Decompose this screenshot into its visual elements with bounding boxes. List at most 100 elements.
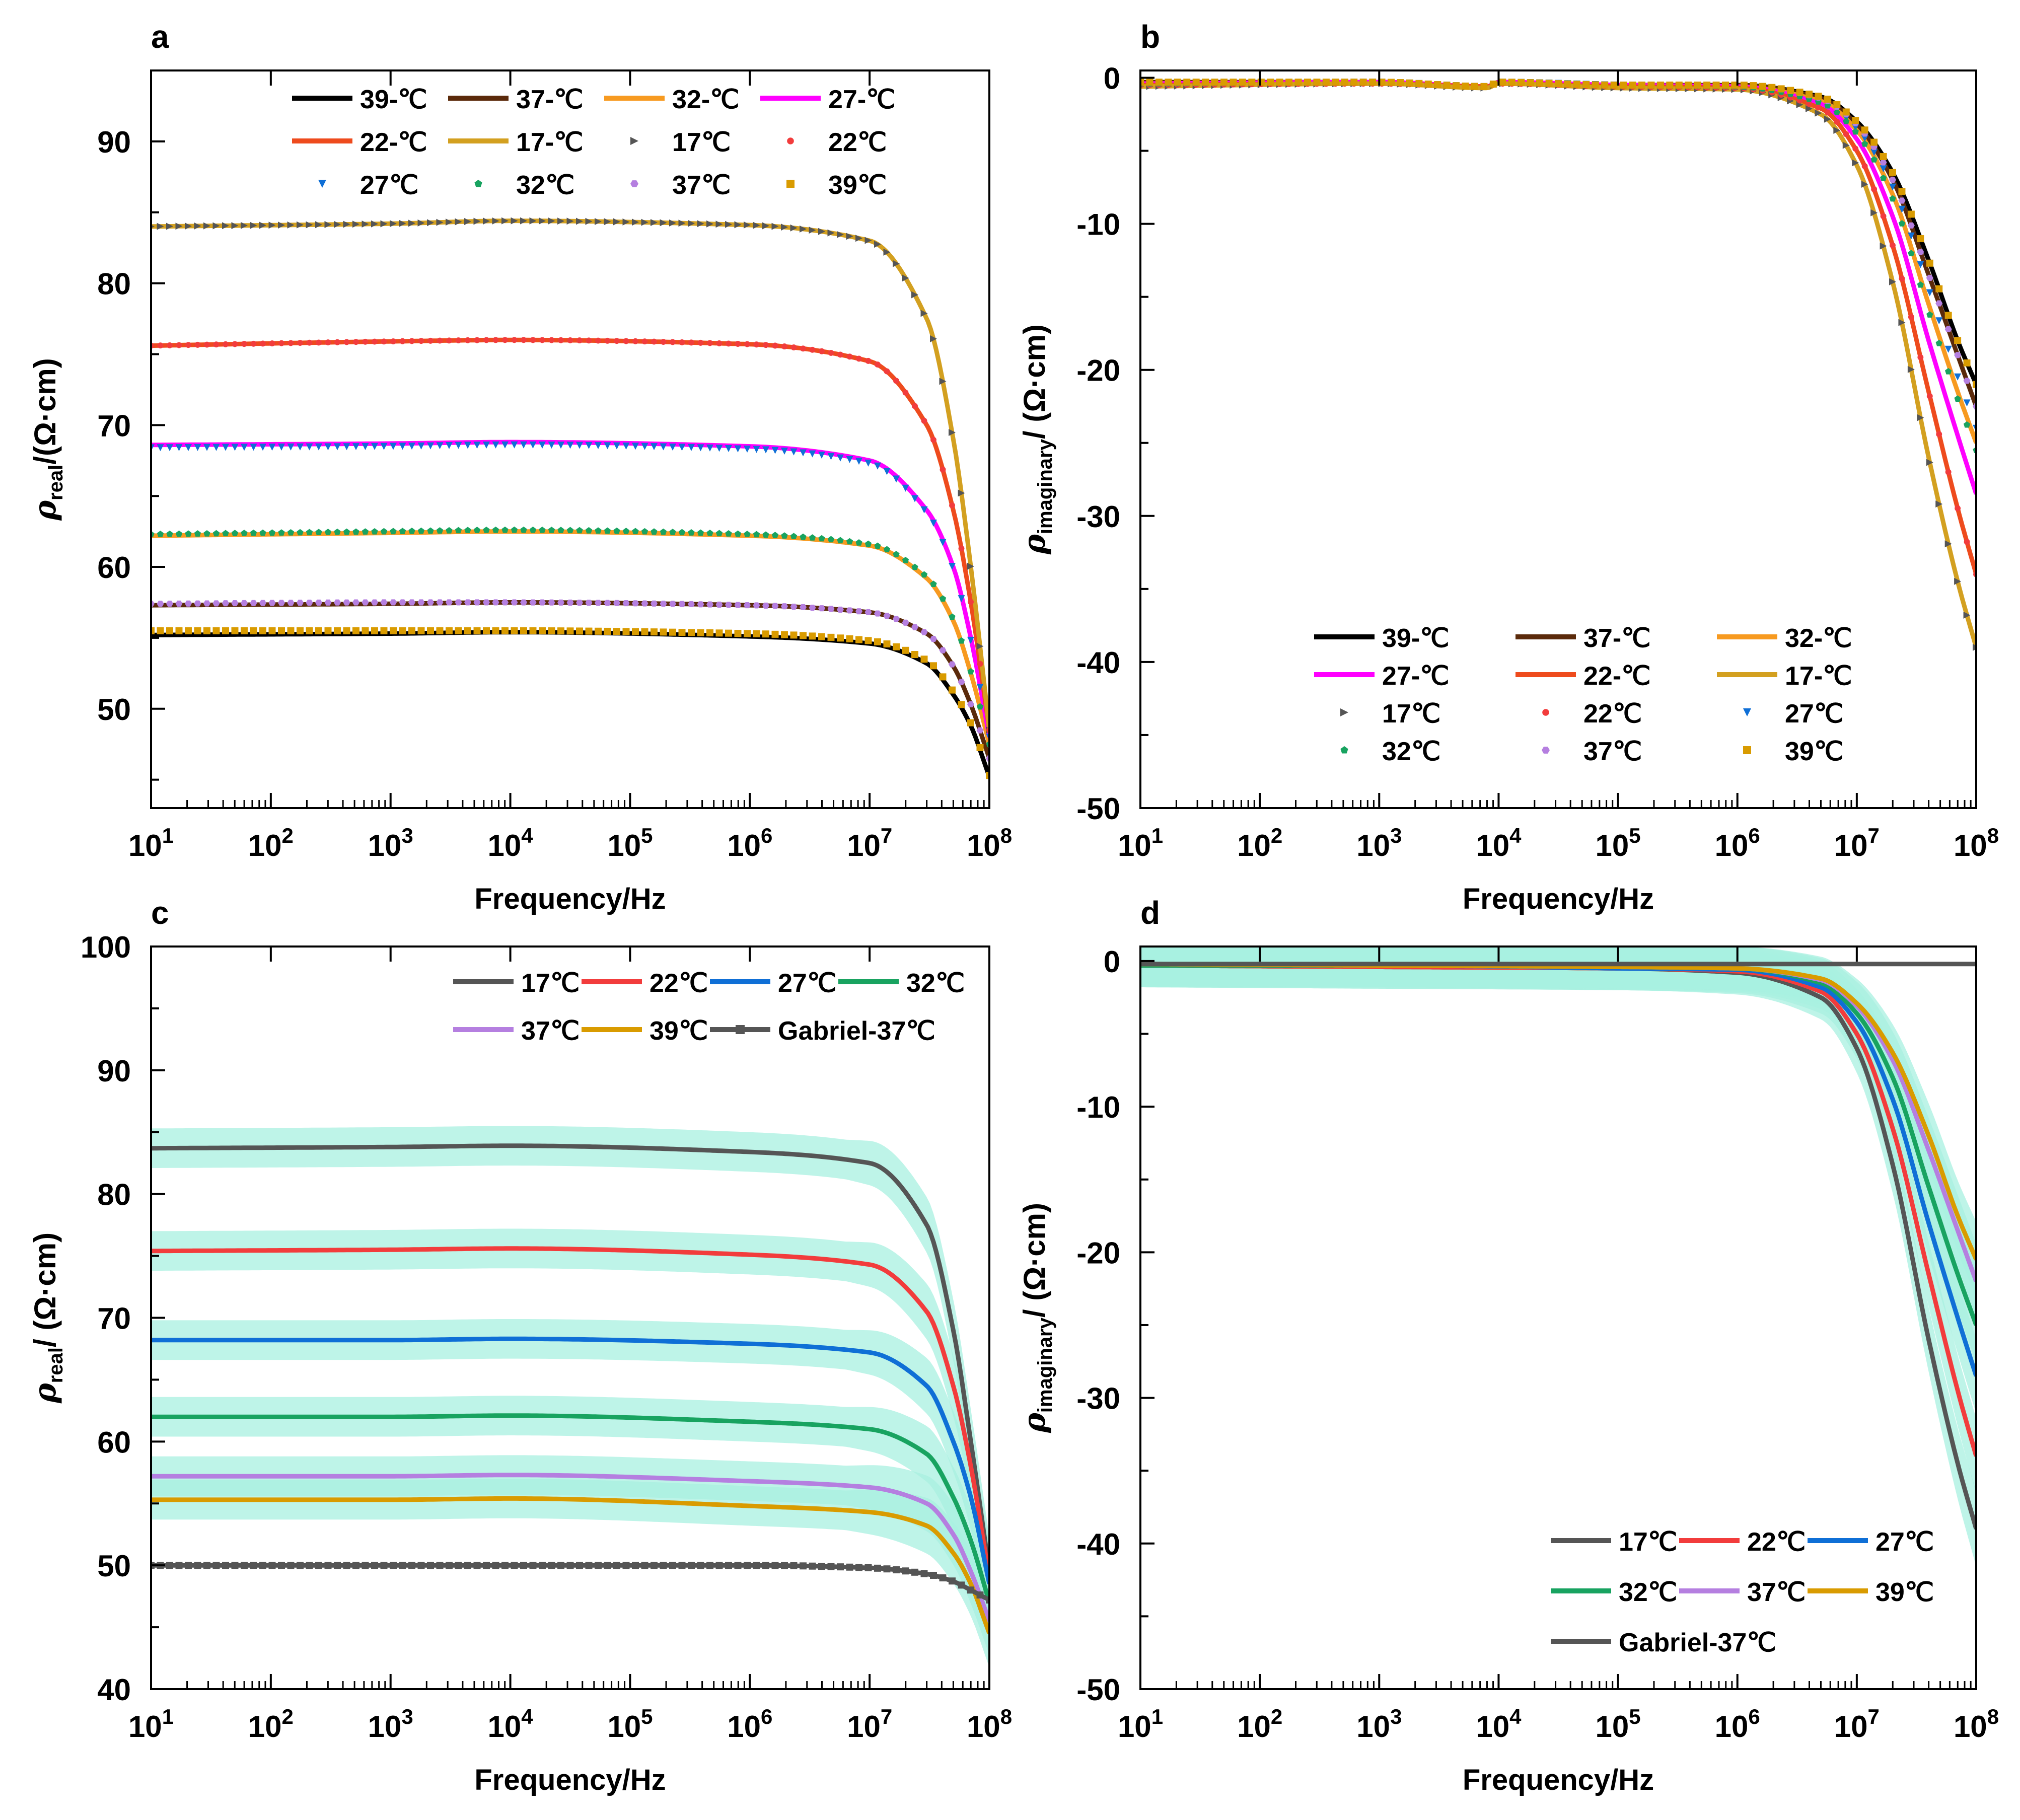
data-point: [1964, 539, 1970, 545]
data-point: [222, 530, 229, 537]
data-point: [632, 338, 638, 344]
data-point: [586, 337, 592, 344]
data-point: [436, 1562, 444, 1569]
data-point: [958, 679, 965, 685]
data-point: [324, 443, 332, 451]
data-point: [212, 444, 220, 451]
data-point: [697, 1562, 704, 1569]
data-point: [241, 530, 248, 536]
data-point: [855, 1564, 862, 1571]
data-point: [1926, 393, 1933, 399]
data-point: [781, 343, 787, 350]
y-tick-label: 70: [97, 409, 131, 443]
legend-label: 32℃: [906, 969, 965, 998]
data-point: [781, 1562, 788, 1569]
data-point: [864, 459, 872, 467]
data-point: [920, 629, 928, 635]
legend-item: 37-℃: [1516, 624, 1651, 653]
legend-item: 39℃: [1808, 1578, 1934, 1607]
legend-item: 22-℃: [1516, 662, 1651, 691]
data-point: [800, 449, 807, 457]
data-point: [632, 443, 639, 450]
data-point: [977, 661, 983, 667]
data-point: [958, 545, 965, 552]
data-point: [1954, 337, 1962, 344]
y-tick-label: 60: [97, 1425, 131, 1459]
data-point: [473, 627, 481, 634]
data-point: [157, 223, 164, 230]
data-point: [1963, 378, 1971, 384]
data-point: [846, 233, 853, 240]
data-point: [399, 338, 406, 344]
data-point: [483, 1562, 490, 1569]
data-point: [790, 631, 798, 639]
data-point: [725, 445, 732, 452]
data-point: [203, 1562, 210, 1569]
band-17℃: [151, 1126, 989, 1606]
data-point: [408, 528, 415, 534]
y-tick-label: 0: [1104, 945, 1120, 979]
data-point: [334, 443, 341, 451]
x-tick-label: 104: [488, 1705, 534, 1743]
data-point: [371, 528, 378, 535]
data-point: [1620, 82, 1627, 89]
data-point: [492, 627, 499, 634]
data-point: [194, 341, 201, 348]
data-point: [278, 222, 285, 229]
data-point: [818, 633, 825, 640]
series-line-39-℃: [1140, 80, 1976, 386]
data-point: [324, 599, 332, 606]
data-point: [1806, 90, 1813, 98]
data-point: [287, 1562, 295, 1569]
legend-item: 32-℃: [604, 85, 740, 114]
data-point: [753, 531, 760, 538]
plot-area: [151, 1126, 989, 1667]
data-point: [902, 274, 909, 282]
data-point: [893, 475, 900, 483]
x-tick-label: 105: [1596, 824, 1641, 862]
data-point: [343, 627, 350, 634]
data-point: [902, 389, 909, 396]
data-point: [390, 220, 397, 228]
data-point: [706, 444, 713, 452]
data-point: [417, 1562, 425, 1569]
data-point: [529, 526, 537, 533]
data-point: [437, 337, 443, 344]
data-point: [902, 619, 909, 626]
data-point: [930, 436, 936, 443]
legend-label: 22℃: [1583, 699, 1642, 729]
data-point: [464, 442, 471, 449]
data-point: [250, 1562, 257, 1569]
series-line-27℃: [151, 1336, 989, 1584]
data-point: [725, 629, 732, 637]
data-point: [1889, 177, 1896, 183]
data-point: [529, 599, 537, 606]
data-point: [827, 633, 835, 641]
legend-label: 32-℃: [672, 85, 740, 114]
data-point: [390, 443, 397, 450]
data-point: [1889, 195, 1896, 202]
data-point: [753, 222, 760, 229]
data-point: [222, 627, 229, 634]
data-point: [1267, 79, 1274, 86]
data-point: [250, 600, 257, 606]
data-point: [483, 627, 490, 634]
data-point: [762, 222, 769, 230]
x-tick-label: 108: [967, 824, 1012, 862]
y-tick-label: 50: [97, 1549, 131, 1583]
data-point: [380, 1562, 388, 1569]
data-point: [660, 339, 667, 345]
data-point: [707, 340, 713, 346]
legend-item: 37℃: [630, 171, 731, 200]
data-point: [958, 637, 965, 644]
data-point: [967, 1586, 974, 1594]
data-point: [501, 441, 509, 449]
data-point: [641, 443, 648, 450]
data-point: [427, 527, 434, 534]
data-point: [1926, 311, 1933, 318]
legend-item: 32℃: [1551, 1578, 1677, 1607]
data-point: [883, 640, 891, 648]
legend-label: 22-℃: [360, 128, 427, 157]
data-point: [417, 527, 425, 534]
data-point: [753, 630, 760, 637]
